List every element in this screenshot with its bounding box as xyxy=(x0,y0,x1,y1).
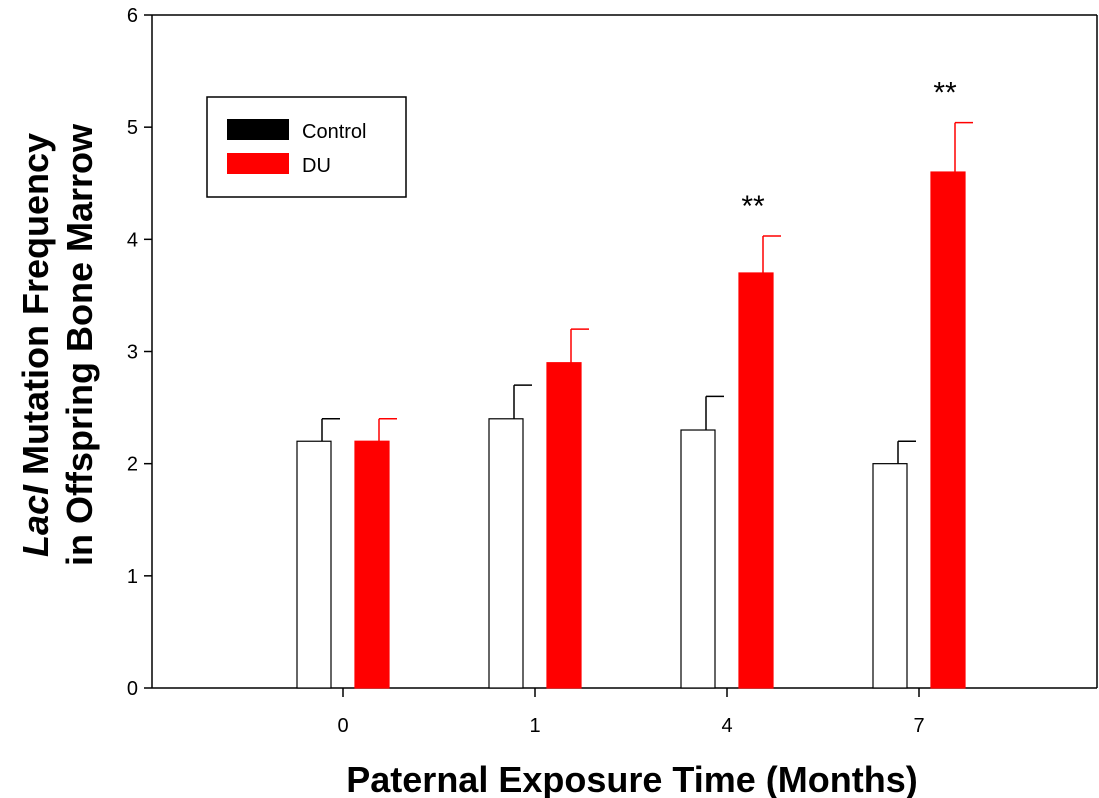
x-axis-title: Paternal Exposure Time (Months) xyxy=(346,759,917,798)
y-tick-label: 2 xyxy=(127,454,138,476)
bar-control xyxy=(872,463,908,689)
legend-box xyxy=(206,96,407,198)
plot-area: 0 1 2 3 4 5 6 0 1 4 ** 7 ** xyxy=(127,5,1098,737)
x-tick-label: 7 xyxy=(913,715,924,737)
significance-marker: ** xyxy=(933,77,957,110)
x-tick-label: 4 xyxy=(721,715,732,737)
bar-control xyxy=(680,429,716,689)
y-axis-title-line2: in Offspring Bone Marrow xyxy=(59,123,100,566)
y-tick-label: 6 xyxy=(127,5,138,27)
legend-label-du: DU xyxy=(302,155,331,177)
significance-marker: ** xyxy=(741,190,765,223)
bar-du xyxy=(930,171,966,689)
legend-swatch-du xyxy=(227,153,289,174)
y-tick-label: 5 xyxy=(127,117,138,139)
y-tick-label: 4 xyxy=(127,229,138,251)
y-axis-title-line1: LacI Mutation Frequency xyxy=(15,133,56,557)
legend-swatch-control xyxy=(227,119,289,140)
y-tick-label: 1 xyxy=(127,566,138,588)
bar-du xyxy=(546,362,582,689)
y-tick-label: 3 xyxy=(127,342,138,364)
y-axis-title-rest: Mutation Frequency xyxy=(15,133,56,485)
legend: Control DU xyxy=(206,96,407,198)
x-tick-label: 0 xyxy=(337,715,348,737)
bar-control xyxy=(296,440,332,689)
bar-du xyxy=(738,272,774,689)
bar-control xyxy=(488,418,524,689)
y-tick-label: 0 xyxy=(127,678,138,700)
y-axis-title-italic: LacI xyxy=(15,484,56,557)
y-axis-title: LacI Mutation Frequency in Offspring Bon… xyxy=(15,123,100,566)
legend-label-control: Control xyxy=(302,121,366,143)
x-tick-label: 1 xyxy=(529,715,540,737)
bar-du xyxy=(354,440,390,689)
